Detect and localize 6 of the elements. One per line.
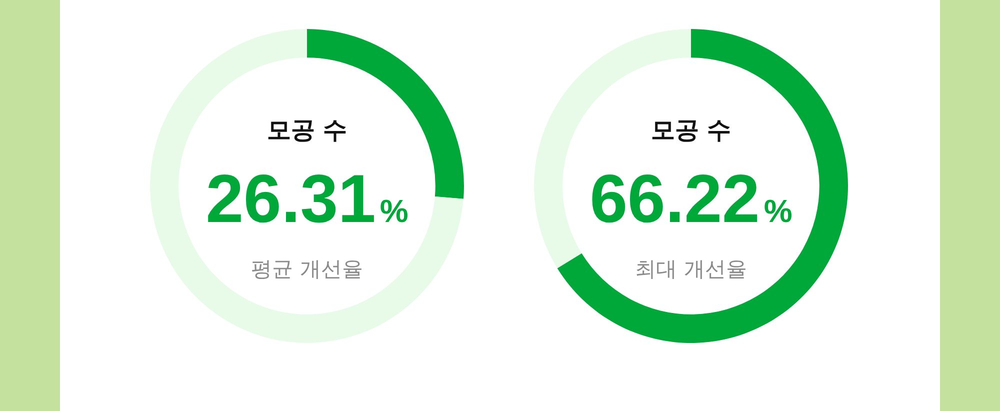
text: 평균 개선율	[251, 257, 363, 281]
text: 66.22%	[590, 161, 792, 237]
text: 모공 수	[650, 116, 732, 144]
text: 모공 수	[266, 116, 348, 144]
text: 최대 개선율	[635, 257, 747, 281]
text: 26.31%	[206, 161, 408, 237]
